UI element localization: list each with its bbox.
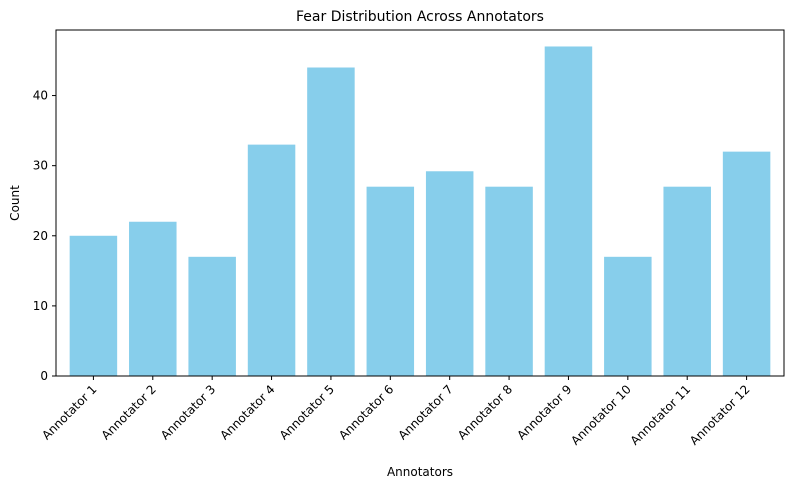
x-tick-label: Annotator 8 <box>455 382 515 442</box>
bar-6 <box>366 186 415 376</box>
bar-4 <box>247 144 296 376</box>
bar-12 <box>722 151 771 376</box>
x-tick-label: Annotator 4 <box>217 382 277 442</box>
y-tick-label: 10 <box>33 299 48 313</box>
y-axis: 0 10 20 30 40 <box>33 89 56 383</box>
x-tick-label: Annotator 11 <box>628 382 694 448</box>
plot-frame <box>55 29 785 377</box>
y-tick-label: 30 <box>33 159 48 173</box>
bar-7 <box>425 171 474 376</box>
bar-8 <box>485 186 533 376</box>
x-tick-label: Annotator 10 <box>568 382 634 448</box>
x-tick-label: Annotator 7 <box>396 382 456 442</box>
x-tick-label: Annotator 3 <box>158 382 218 442</box>
x-axis-label: Annotators <box>387 465 453 479</box>
bar-1 <box>69 235 118 376</box>
x-tick-label: Annotator 9 <box>514 382 574 442</box>
bar-10 <box>604 256 652 376</box>
chart-title: Fear Distribution Across Annotators <box>296 9 544 25</box>
x-tick-label: Annotator 5 <box>277 382 337 442</box>
x-axis: Annotator 1 Annotator 2 Annotator 3 Annotat… <box>39 376 753 448</box>
x-tick-label: Annotator 2 <box>99 382 159 442</box>
bar-9 <box>544 46 593 376</box>
bar-5 <box>307 67 355 376</box>
bar-11 <box>663 186 711 376</box>
bar-3 <box>188 256 236 376</box>
y-tick-label: 20 <box>33 229 48 243</box>
x-tick-label: Annotator 6 <box>336 382 396 442</box>
bar-2 <box>129 221 177 376</box>
y-axis-label: Count <box>8 185 22 221</box>
x-tick-label: Annotator 1 <box>39 382 99 442</box>
x-tick-label: Annotator 12 <box>687 382 753 448</box>
y-tick-label: 40 <box>33 89 48 103</box>
y-tick-label: 0 <box>40 369 48 383</box>
bars-group <box>69 46 771 376</box>
